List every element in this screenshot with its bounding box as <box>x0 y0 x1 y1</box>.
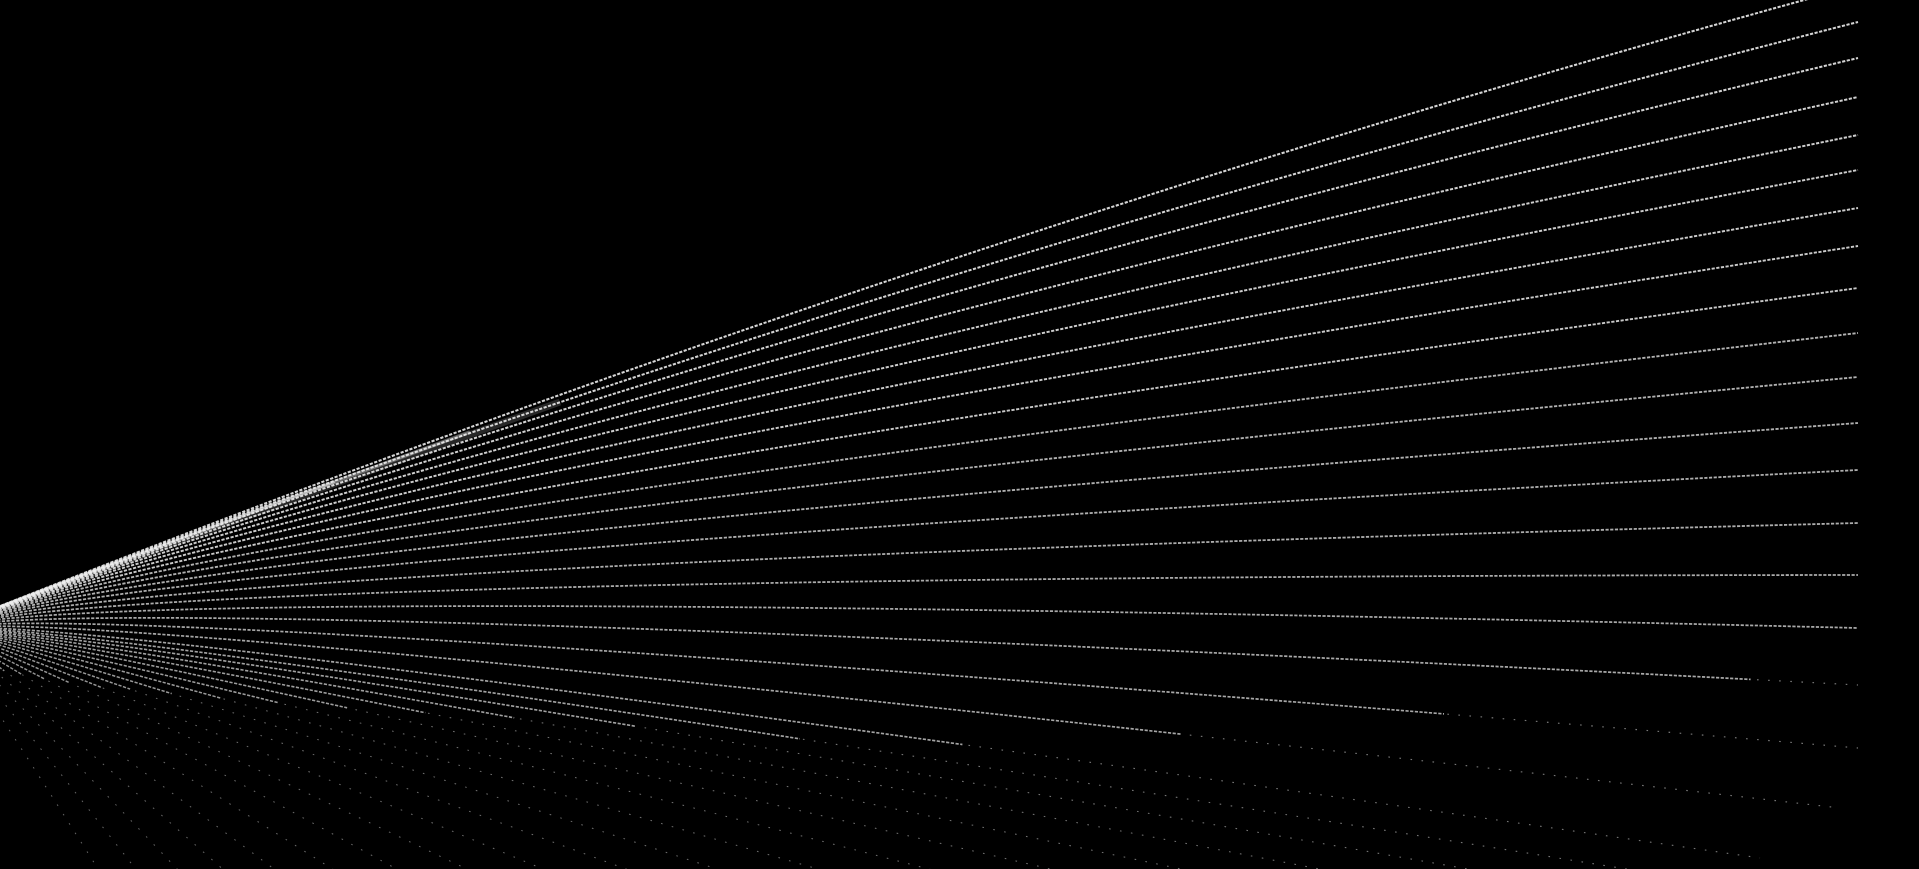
fan-line-fade-tail <box>962 743 1761 859</box>
fan-line <box>0 207 1859 609</box>
fan-line <box>0 629 801 740</box>
fan-line-fade-tail <box>1180 733 1841 809</box>
fan-line <box>0 134 1859 608</box>
fan-line-fade-tail <box>635 725 1472 869</box>
fan-line <box>0 655 45 680</box>
fan-line-fade-tail <box>69 682 468 869</box>
fan-line <box>0 522 1859 617</box>
fan-line-fade-tail <box>4 670 275 869</box>
fan-line-fade-tail <box>346 707 1053 869</box>
fan-line-fade-tail <box>220 697 820 869</box>
fan-line <box>0 616 1751 681</box>
fan-line-fade-tail <box>100 686 545 869</box>
fan-line-fade-tail <box>799 738 1630 869</box>
envelope-glow <box>0 481 336 608</box>
fan-line-fade-tail <box>0 714 99 869</box>
fan-line-fade-tail <box>129 688 628 869</box>
fan-line <box>0 469 1859 615</box>
fan-line <box>0 622 1445 715</box>
fan-line <box>0 630 636 728</box>
fan-line <box>0 637 280 704</box>
fan-line <box>0 635 348 709</box>
fan-line-fade-tail <box>171 693 719 869</box>
fan-line <box>0 632 515 719</box>
fan-line-fade-tail <box>0 697 137 869</box>
fan-line <box>0 245 1859 610</box>
fan-line-fade-tail <box>425 712 1184 869</box>
fan-line <box>0 574 1859 619</box>
fan-line-fade-tail <box>0 684 178 869</box>
fan-line <box>0 96 1859 608</box>
fan-line <box>0 169 1859 609</box>
fan-line <box>0 644 131 690</box>
fan-line-fade-tail <box>22 674 334 869</box>
fan-line <box>0 0 1809 608</box>
fan-line-fade-tail <box>43 678 398 869</box>
fan-line <box>0 376 1859 612</box>
fan-line-fade-tail <box>514 717 1323 869</box>
fan-line <box>0 605 1859 629</box>
fan-line <box>0 57 1859 608</box>
fan-line <box>0 21 1859 608</box>
fan-line <box>0 287 1859 610</box>
fan-line-fade-tail <box>1443 713 1859 749</box>
envelope-glow <box>0 398 562 613</box>
fan-line <box>0 332 1859 611</box>
fan-line <box>0 422 1859 614</box>
fan-line <box>0 625 1181 735</box>
fan-line <box>0 633 426 714</box>
fan-line <box>0 639 222 699</box>
fan-line <box>0 660 23 676</box>
fan-line <box>0 651 71 684</box>
fan-line <box>0 627 963 746</box>
fan-line-fade-tail <box>1750 678 1859 686</box>
